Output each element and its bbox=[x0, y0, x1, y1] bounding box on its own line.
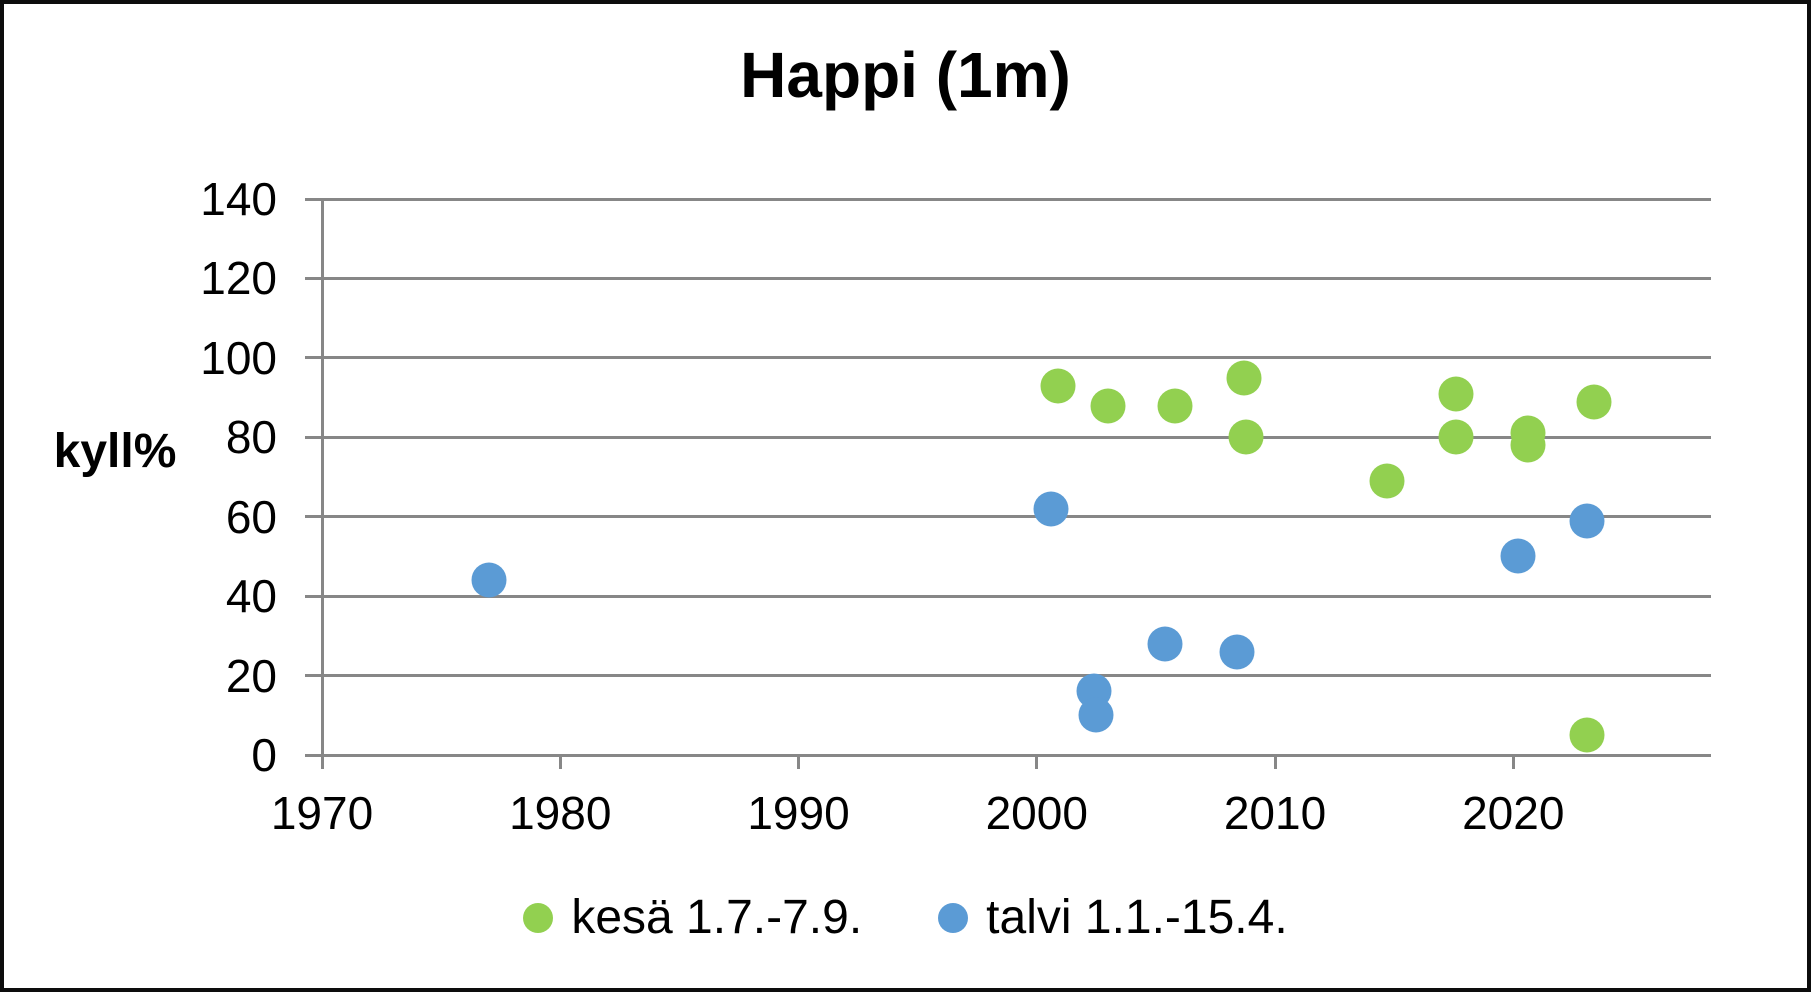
gridline-y-20 bbox=[322, 674, 1711, 678]
y-tick-0 bbox=[305, 753, 322, 757]
y-tick-label: 0 bbox=[251, 729, 277, 781]
point-talvi-0 bbox=[471, 562, 507, 598]
x-tick-2000 bbox=[1035, 755, 1039, 769]
gridline-y-100 bbox=[322, 356, 1711, 360]
gridline-y-80 bbox=[322, 435, 1711, 439]
y-tick-120 bbox=[305, 276, 322, 280]
gridline-y-140 bbox=[322, 197, 1711, 201]
y-tick-100 bbox=[305, 356, 322, 360]
x-tick-label: 1970 bbox=[270, 787, 374, 839]
point-kesa-1 bbox=[1090, 388, 1126, 423]
x-tick-label: 1980 bbox=[509, 787, 612, 839]
point-kesa-0 bbox=[1040, 368, 1076, 404]
point-talvi-5 bbox=[1219, 634, 1255, 670]
point-kesa-6 bbox=[1438, 376, 1474, 412]
x-tick-2020 bbox=[1511, 755, 1515, 769]
point-talvi-3 bbox=[1078, 697, 1114, 733]
point-talvi-6 bbox=[1500, 538, 1536, 574]
y-tick-label: 140 bbox=[200, 173, 277, 225]
y-tick-label: 60 bbox=[225, 490, 277, 543]
point-kesa-7 bbox=[1438, 419, 1474, 455]
x-tick-label: 2010 bbox=[1223, 787, 1327, 839]
legend-marker-talvi-icon bbox=[938, 902, 969, 933]
legend-item-kesa: kesä 1.7.-7.9. bbox=[523, 890, 862, 945]
x-tick-2010 bbox=[1273, 755, 1277, 769]
point-kesa-10 bbox=[1569, 717, 1605, 753]
gridline-y-120 bbox=[322, 276, 1711, 280]
y-tick-140 bbox=[305, 197, 322, 201]
gridline-y-40 bbox=[322, 594, 1711, 598]
point-kesa-4 bbox=[1228, 419, 1264, 455]
y-tick-label: 20 bbox=[225, 649, 277, 702]
point-kesa-11 bbox=[1576, 384, 1612, 420]
point-kesa-2 bbox=[1157, 388, 1193, 423]
y-tick-20 bbox=[305, 674, 322, 678]
x-tick-label: 2000 bbox=[985, 787, 1088, 839]
point-talvi-4 bbox=[1147, 626, 1183, 662]
point-talvi-1 bbox=[1033, 491, 1069, 527]
legend-label-talvi: talvi 1.1.-15.4. bbox=[986, 891, 1288, 944]
x-tick-1980 bbox=[558, 755, 562, 769]
chart-title: Happi (1m) bbox=[740, 39, 1071, 111]
y-tick-60 bbox=[305, 515, 322, 519]
gridline-y-60 bbox=[322, 515, 1711, 519]
y-tick-label: 100 bbox=[200, 331, 277, 384]
y-tick-label: 40 bbox=[225, 570, 277, 623]
x-tick-1970 bbox=[320, 755, 324, 769]
plot-area bbox=[305, 197, 1711, 769]
point-kesa-3 bbox=[1226, 360, 1262, 396]
x-tick-label: 2020 bbox=[1462, 787, 1565, 839]
y-axis-line bbox=[321, 199, 324, 755]
y-tick-40 bbox=[305, 594, 322, 598]
legend-item-talvi: talvi 1.1.-15.4. bbox=[938, 890, 1288, 945]
y-tick-80 bbox=[305, 435, 322, 439]
legend-label-kesa: kesä 1.7.-7.9. bbox=[571, 891, 863, 944]
y-axis-title: kyll% bbox=[53, 425, 177, 478]
legend: kesä 1.7.-7.9. talvi 1.1.-15.4. bbox=[4, 890, 1807, 945]
legend-marker-kesa-icon bbox=[523, 902, 554, 933]
point-kesa-9 bbox=[1510, 427, 1546, 463]
gridline-y-0 bbox=[322, 753, 1711, 757]
point-kesa-5 bbox=[1369, 463, 1405, 499]
y-tick-label: 80 bbox=[225, 411, 277, 464]
x-tick-1990 bbox=[797, 755, 800, 769]
y-tick-label: 120 bbox=[200, 252, 277, 305]
x-tick-label: 1990 bbox=[747, 787, 850, 839]
point-talvi-7 bbox=[1569, 503, 1605, 539]
